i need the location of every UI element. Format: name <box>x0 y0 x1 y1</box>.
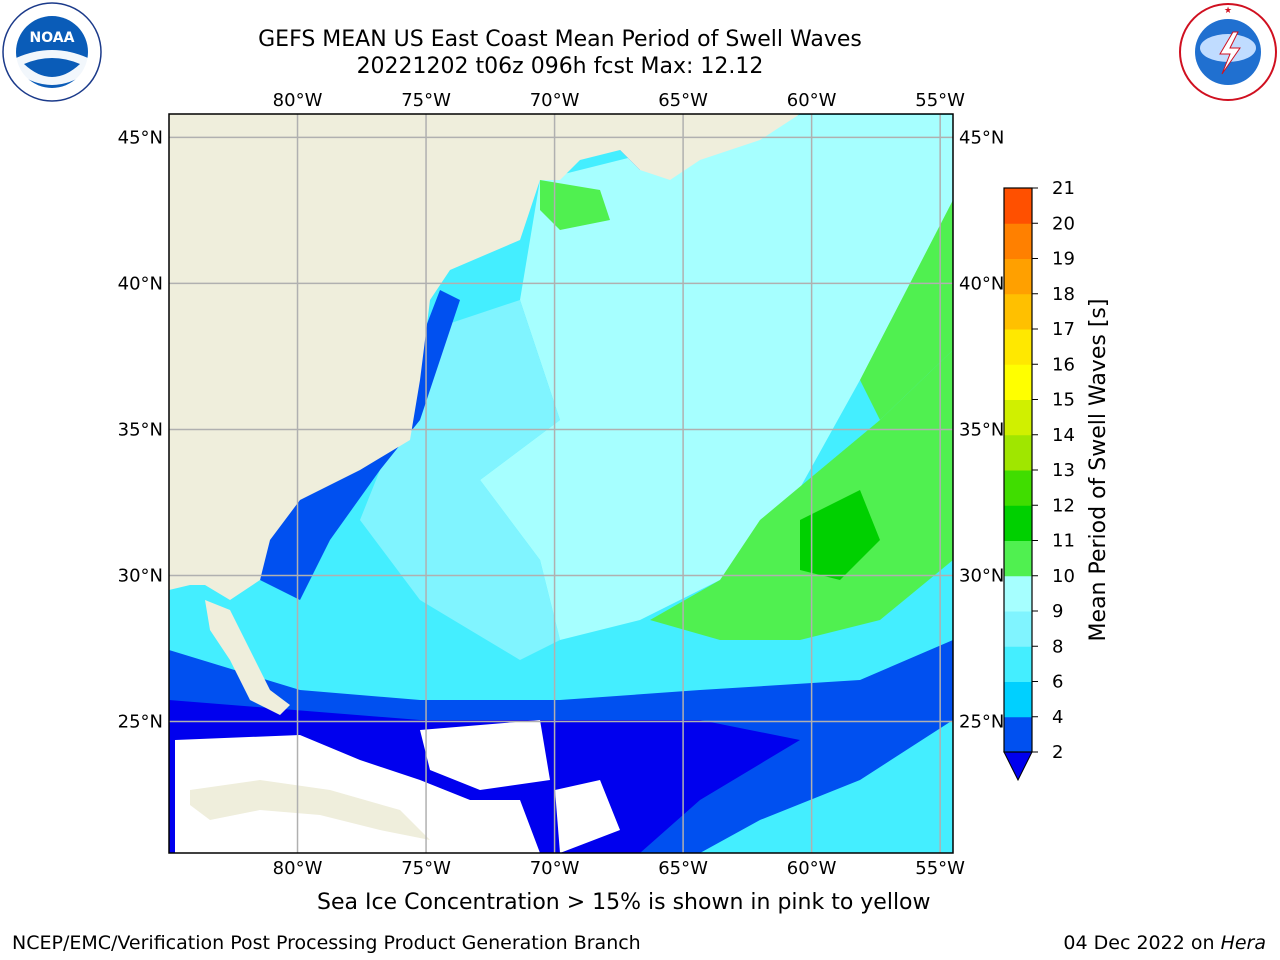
colorbar-tick-label: 2 <box>1052 742 1063 763</box>
land-cuba <box>190 780 430 840</box>
colorbar-segment <box>1004 399 1032 436</box>
lon-tick-label-bottom: 65°W <box>658 858 708 879</box>
colorbar-tick-label: 13 <box>1052 460 1075 481</box>
land-maritimes <box>540 114 800 180</box>
lon-tick-label-bottom: 80°W <box>273 858 323 879</box>
map-area <box>169 114 953 853</box>
colorbar-tick-label: 12 <box>1052 495 1075 516</box>
colorbar-tick-label: 20 <box>1052 213 1075 234</box>
lat-tick-label-right: 25°N <box>959 712 1004 733</box>
noaa-logo-text: NOAA <box>30 30 75 46</box>
no-data-bahamas <box>420 720 550 790</box>
colorbar-segment <box>1004 223 1032 259</box>
lon-tick-label-top: 55°W <box>915 90 965 111</box>
colorbar-tick-label: 4 <box>1052 707 1063 728</box>
noaa-logo: NOAA <box>2 2 102 102</box>
date-stamp: 04 Dec 2022 on Hera <box>1063 932 1266 954</box>
lon-tick-label-top: 80°W <box>273 90 323 111</box>
lon-tick-label-top: 65°W <box>658 90 708 111</box>
lat-tick-label-left: 45°N <box>118 127 163 148</box>
credit-text: NCEP/EMC/Verification Post Processing Pr… <box>12 932 641 954</box>
chart-title: GEFS MEAN US East Coast Mean Period of S… <box>258 27 862 52</box>
lat-tick-label-left: 25°N <box>118 712 163 733</box>
colorbar-tick-label: 14 <box>1052 425 1075 446</box>
colorbar-tick-label: 21 <box>1052 178 1075 199</box>
swell-region-9-10s-north <box>860 200 953 420</box>
swell-region-9-10s <box>650 350 953 640</box>
colorbar-segment <box>1004 540 1032 577</box>
colorbar-segment <box>1004 258 1032 295</box>
colorbar-tick-label: 17 <box>1052 319 1075 340</box>
lon-tick-label-bottom: 75°W <box>401 858 451 879</box>
lat-tick-label-right: 45°N <box>959 127 1004 148</box>
lat-tick-label-right: 35°N <box>959 419 1004 440</box>
colorbar-tick-label: 18 <box>1052 284 1075 305</box>
lat-tick-label-right: 30°N <box>959 566 1004 587</box>
colorbar-tick-label: 8 <box>1052 636 1063 657</box>
lon-tick-label-top: 60°W <box>787 90 837 111</box>
colorbar-segment <box>1004 611 1032 647</box>
colorbar-tick-label: 15 <box>1052 390 1075 411</box>
colorbar-segment <box>1004 681 1032 718</box>
lon-tick-label-bottom: 55°W <box>915 858 965 879</box>
colorbar-segment <box>1004 575 1032 612</box>
colorbar-segment <box>1004 329 1032 365</box>
map-frame <box>168 113 954 854</box>
colorbar-segment <box>1004 434 1032 471</box>
colorbar-tick-label: 6 <box>1052 672 1063 693</box>
colorbar-segment <box>1004 188 1032 224</box>
machine-name: Hera <box>1220 932 1266 954</box>
no-data-patch <box>555 780 620 853</box>
chart-subtitle: 20221202 t06z 096h fcst Max: 12.12 <box>356 54 764 79</box>
lon-tick-label-top: 75°W <box>401 90 451 111</box>
colorbar-label: Mean Period of Swell Waves [s] <box>1086 299 1111 642</box>
colorbar-tick-label: 11 <box>1052 531 1075 552</box>
colorbar-tick-label: 16 <box>1052 354 1075 375</box>
colorbar-segment <box>1004 364 1032 400</box>
colorbar-tick-label: 10 <box>1052 566 1075 587</box>
lon-tick-label-top: 70°W <box>530 90 580 111</box>
date-text: 04 Dec 2022 on <box>1063 932 1215 954</box>
colorbar-tick-label: 9 <box>1052 601 1063 622</box>
colorbar-segment <box>1004 470 1032 506</box>
colorbar-segment <box>1004 505 1032 541</box>
svg-text:★: ★ <box>1224 6 1232 16</box>
lat-tick-label-left: 30°N <box>118 566 163 587</box>
colorbar-tick-label: 19 <box>1052 249 1075 270</box>
land-north-america <box>169 114 540 600</box>
swell-region-9-10s-gulf-maine <box>540 180 610 230</box>
colorbar-segment <box>1004 293 1032 330</box>
lat-tick-label-left: 35°N <box>118 419 163 440</box>
lon-tick-label-bottom: 60°W <box>787 858 837 879</box>
lat-tick-label-left: 40°N <box>118 273 163 294</box>
nws-logo: ★ <box>1179 3 1277 101</box>
colorbar-segment <box>1004 646 1032 682</box>
no-data-caribbean <box>175 735 540 853</box>
sea-ice-note: Sea Ice Concentration > 15% is shown in … <box>317 890 931 915</box>
swell-region-8-9s <box>480 115 953 640</box>
colorbar-under-arrow <box>1003 751 1033 782</box>
lat-tick-label-right: 40°N <box>959 273 1004 294</box>
land-florida <box>205 600 290 715</box>
colorbar-segment <box>1004 716 1032 753</box>
lon-tick-label-bottom: 70°W <box>530 858 580 879</box>
swell-region-10-11s <box>800 490 880 580</box>
